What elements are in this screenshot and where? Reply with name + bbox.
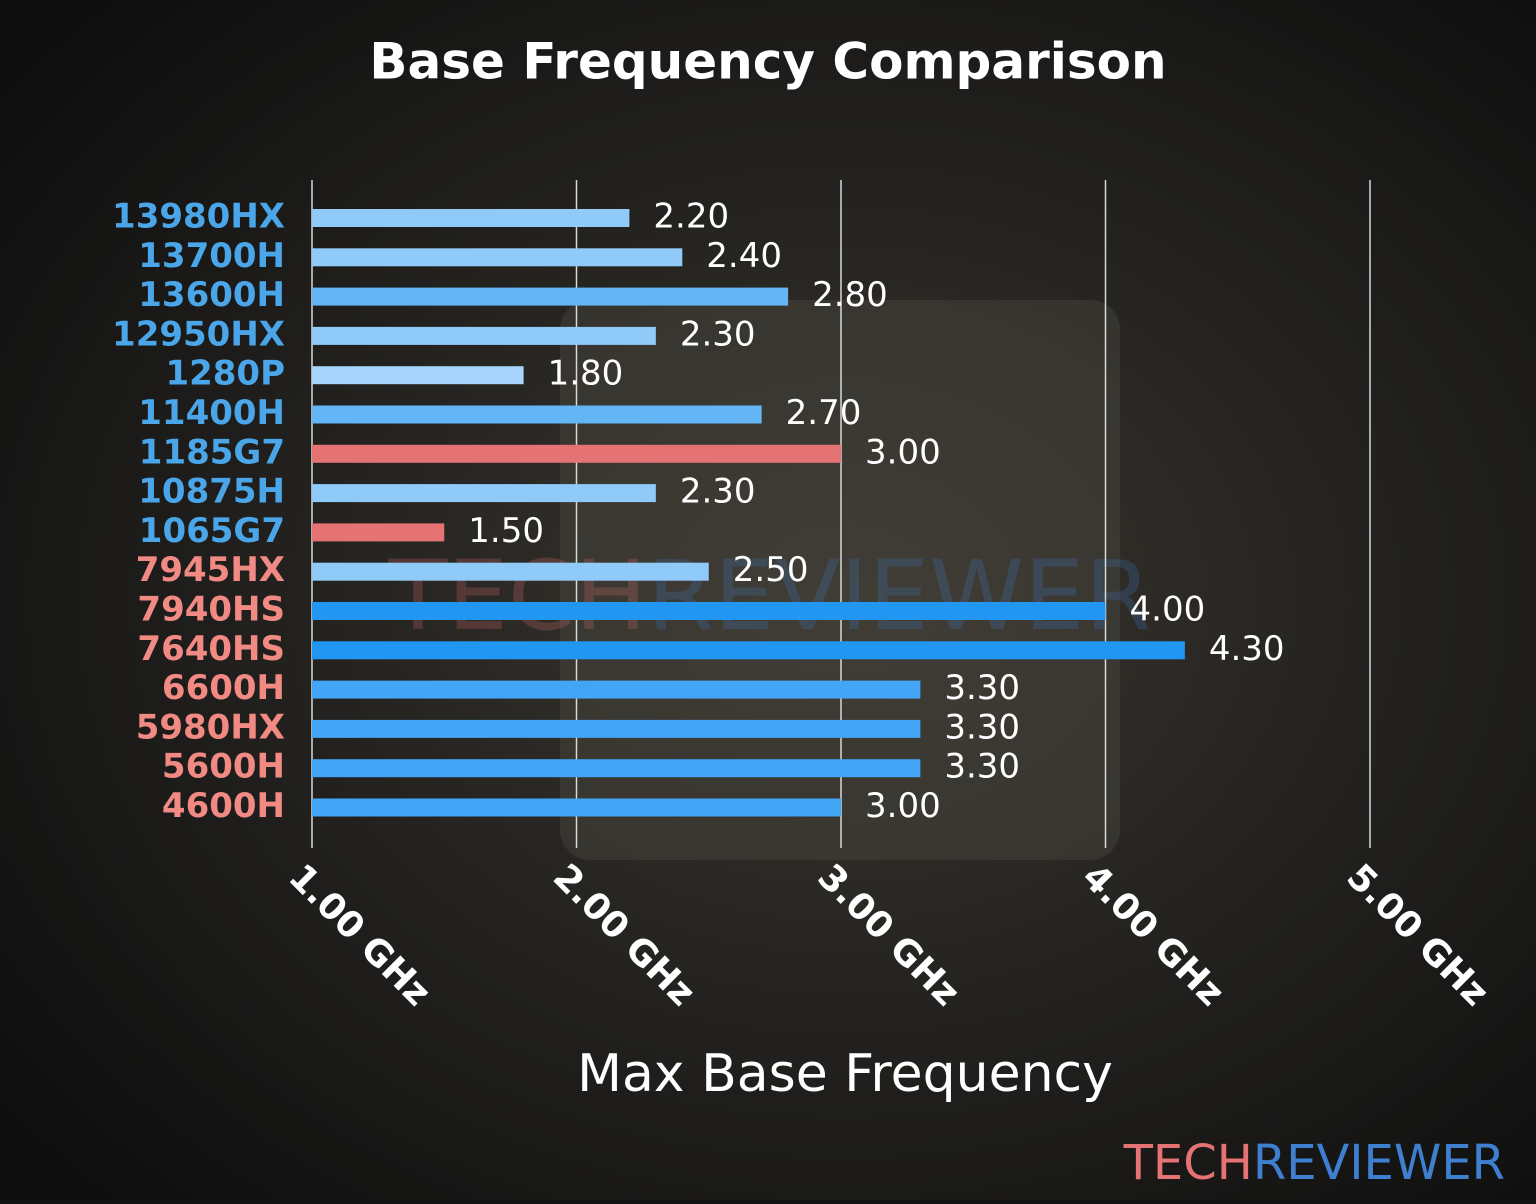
logo-part: TECH (1123, 1135, 1253, 1191)
bar (312, 209, 630, 227)
y-tick-label: 7640HS (137, 629, 285, 669)
value-label: 4.30 (1209, 629, 1285, 669)
watermark: TECHREVIEWER (388, 540, 1152, 652)
value-label: 3.30 (944, 707, 1020, 747)
bar (312, 680, 921, 699)
y-tick-label: 13600H (138, 275, 285, 315)
value-label: 2.50 (733, 550, 809, 590)
y-tick-label: 11400H (138, 393, 285, 433)
y-tick-label: 7945HX (136, 550, 285, 590)
value-label: 3.00 (865, 786, 941, 826)
y-tick-label: 5980HX (136, 707, 285, 747)
bar (312, 641, 1185, 660)
bar (312, 326, 656, 345)
value-label: 3.00 (865, 432, 941, 472)
bar (312, 602, 1106, 620)
value-label: 2.30 (680, 472, 756, 512)
x-axis-label: Max Base Frequency (577, 1044, 1113, 1104)
bar (312, 405, 762, 424)
value-label: 4.00 (1130, 590, 1206, 630)
y-tick-label: 13980HX (112, 197, 285, 237)
y-tick-label: 12950HX (112, 314, 285, 354)
y-tick-label: 13700H (138, 236, 285, 276)
bar (312, 759, 921, 778)
value-label: 1.50 (468, 511, 544, 551)
y-tick-label: 4600H (162, 786, 285, 826)
y-tick-label: 7940HS (137, 590, 285, 630)
value-label: 3.30 (944, 668, 1020, 708)
chart-title: Base Frequency Comparison (369, 33, 1166, 91)
bar (312, 444, 841, 463)
value-label: 3.30 (944, 747, 1020, 787)
bar (312, 562, 709, 581)
value-label: 2.30 (680, 314, 756, 354)
bar (312, 798, 841, 817)
value-label: 2.80 (812, 275, 888, 315)
bar (312, 366, 524, 385)
value-label: 2.70 (786, 393, 862, 433)
value-label: 1.80 (548, 354, 624, 394)
bar (312, 248, 683, 267)
watermark-part: REVIEWER (647, 540, 1151, 652)
watermark-part: TECH (388, 540, 648, 652)
y-tick-label: 1065G7 (139, 511, 285, 551)
bar (312, 523, 445, 542)
bar (312, 719, 921, 738)
bar (312, 287, 789, 306)
bar (312, 484, 656, 503)
y-tick-label: 1185G7 (139, 432, 285, 472)
y-tick-label: 6600H (162, 668, 285, 708)
logo-part: REVIEWER (1253, 1135, 1505, 1191)
value-label: 2.20 (653, 197, 729, 237)
y-tick-label: 10875H (138, 472, 285, 512)
value-label: 2.40 (706, 236, 782, 276)
y-tick-label: 1280P (165, 354, 285, 394)
y-tick-label: 5600H (162, 747, 285, 787)
logo: TECHREVIEWER (1123, 1135, 1505, 1191)
